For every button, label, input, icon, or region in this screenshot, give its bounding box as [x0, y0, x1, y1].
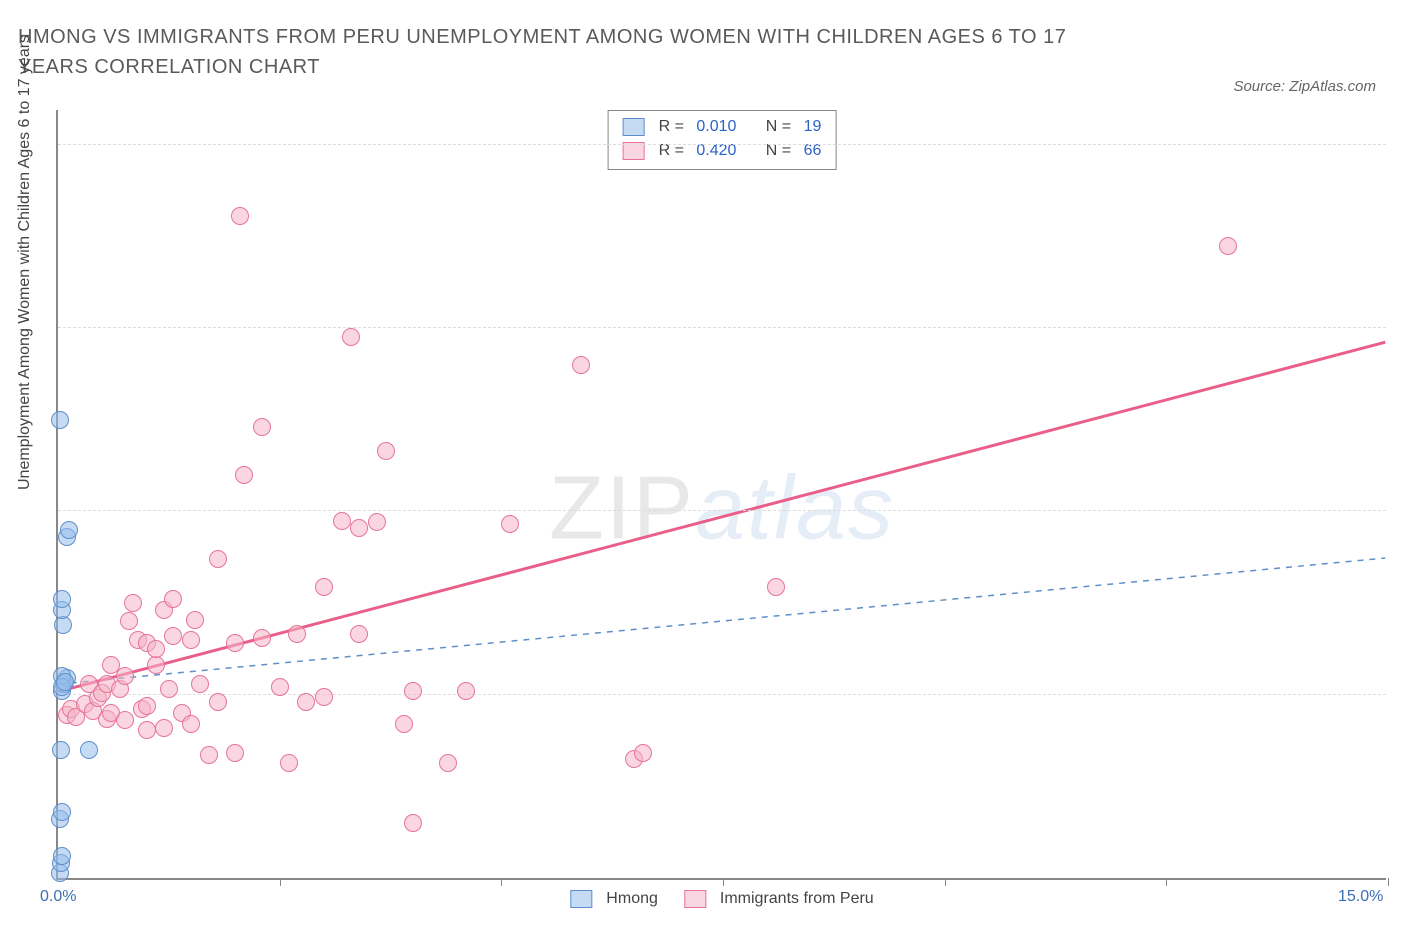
n-label: N = — [766, 115, 796, 139]
swatch-hmong — [570, 890, 592, 908]
scatter-point-peru — [226, 744, 244, 762]
scatter-point-peru — [377, 442, 395, 460]
scatter-point-peru — [342, 328, 360, 346]
scatter-point-peru — [315, 688, 333, 706]
scatter-point-peru — [634, 744, 652, 762]
swatch-hmong — [623, 118, 645, 136]
scatter-point-peru — [350, 625, 368, 643]
r-label: R = — [659, 139, 689, 163]
gridline — [58, 510, 1386, 511]
watermark-zip: ZIP — [549, 459, 695, 559]
gridline — [58, 144, 1386, 145]
scatter-point-peru — [315, 578, 333, 596]
scatter-point-peru — [186, 611, 204, 629]
scatter-point-hmong — [51, 411, 69, 429]
x-tick — [280, 878, 281, 886]
source-credit: Source: ZipAtlas.com — [1233, 78, 1376, 95]
scatter-point-peru — [209, 693, 227, 711]
scatter-point-peru — [226, 634, 244, 652]
scatter-point-peru — [404, 814, 422, 832]
scatter-point-peru — [124, 594, 142, 612]
scatter-point-peru — [235, 466, 253, 484]
scatter-point-hmong — [53, 847, 71, 865]
scatter-point-peru — [439, 754, 457, 772]
scatter-point-peru — [297, 693, 315, 711]
scatter-point-peru — [368, 513, 386, 531]
scatter-point-peru — [404, 682, 422, 700]
scatter-point-hmong — [56, 673, 74, 691]
gridline — [58, 327, 1386, 328]
scatter-point-peru — [116, 667, 134, 685]
gridline — [58, 694, 1386, 695]
scatter-point-peru — [231, 207, 249, 225]
scatter-point-peru — [271, 678, 289, 696]
trend-lines — [58, 110, 1386, 878]
scatter-point-peru — [333, 512, 351, 530]
scatter-point-peru — [182, 631, 200, 649]
swatch-peru — [684, 890, 706, 908]
scatter-point-peru — [1219, 237, 1237, 255]
x-tick — [1388, 878, 1389, 886]
n-label: N = — [766, 139, 796, 163]
legend-label-peru: Immigrants from Peru — [720, 890, 874, 908]
scatter-point-peru — [182, 715, 200, 733]
scatter-point-peru — [767, 578, 785, 596]
n-value-peru: 66 — [804, 139, 822, 163]
scatter-point-hmong — [60, 521, 78, 539]
r-value-hmong: 0.010 — [696, 115, 736, 139]
x-axis-max-label: 15.0% — [1338, 888, 1383, 906]
scatter-point-peru — [138, 697, 156, 715]
scatter-point-hmong — [53, 803, 71, 821]
scatter-point-peru — [164, 590, 182, 608]
scatter-point-hmong — [53, 590, 71, 608]
x-axis-min-label: 0.0% — [40, 888, 76, 906]
scatter-point-peru — [120, 612, 138, 630]
scatter-point-peru — [288, 625, 306, 643]
scatter-point-peru — [209, 550, 227, 568]
scatter-point-peru — [350, 519, 368, 537]
scatter-point-peru — [138, 721, 156, 739]
legend-item-peru: Immigrants from Peru — [684, 890, 874, 908]
x-tick — [945, 878, 946, 886]
scatter-point-peru — [501, 515, 519, 533]
watermark-atlas: atlas — [695, 459, 895, 559]
y-axis-label: Unemployment Among Women with Children A… — [16, 35, 34, 490]
scatter-point-peru — [457, 682, 475, 700]
r-label: R = — [659, 115, 689, 139]
swatch-peru — [623, 142, 645, 160]
scatter-point-peru — [253, 629, 271, 647]
scatter-plot-area: ZIPatlas R = 0.010 N = 19 R = 0.420 N = … — [56, 110, 1386, 880]
x-tick — [723, 878, 724, 886]
stats-row-hmong: R = 0.010 N = 19 — [623, 115, 822, 139]
scatter-point-hmong — [52, 741, 70, 759]
legend-label-hmong: Hmong — [606, 890, 658, 908]
scatter-point-peru — [160, 680, 178, 698]
x-tick — [501, 878, 502, 886]
legend-item-hmong: Hmong — [570, 890, 658, 908]
scatter-point-peru — [572, 356, 590, 374]
scatter-point-peru — [280, 754, 298, 772]
scatter-point-hmong — [80, 741, 98, 759]
r-value-peru: 0.420 — [696, 139, 736, 163]
scatter-point-peru — [147, 656, 165, 674]
chart-title: HMONG VS IMMIGRANTS FROM PERU UNEMPLOYME… — [18, 22, 1118, 82]
scatter-point-peru — [164, 627, 182, 645]
trend-line — [59, 558, 1386, 684]
scatter-point-peru — [155, 719, 173, 737]
stats-row-peru: R = 0.420 N = 66 — [623, 139, 822, 163]
scatter-point-peru — [200, 746, 218, 764]
n-value-hmong: 19 — [804, 115, 822, 139]
scatter-point-peru — [147, 640, 165, 658]
scatter-point-peru — [191, 675, 209, 693]
scatter-point-peru — [395, 715, 413, 733]
legend-bottom: Hmong Immigrants from Peru — [570, 890, 873, 908]
stats-legend-box: R = 0.010 N = 19 R = 0.420 N = 66 — [608, 110, 837, 170]
scatter-point-peru — [253, 418, 271, 436]
x-tick — [1166, 878, 1167, 886]
scatter-point-peru — [116, 711, 134, 729]
